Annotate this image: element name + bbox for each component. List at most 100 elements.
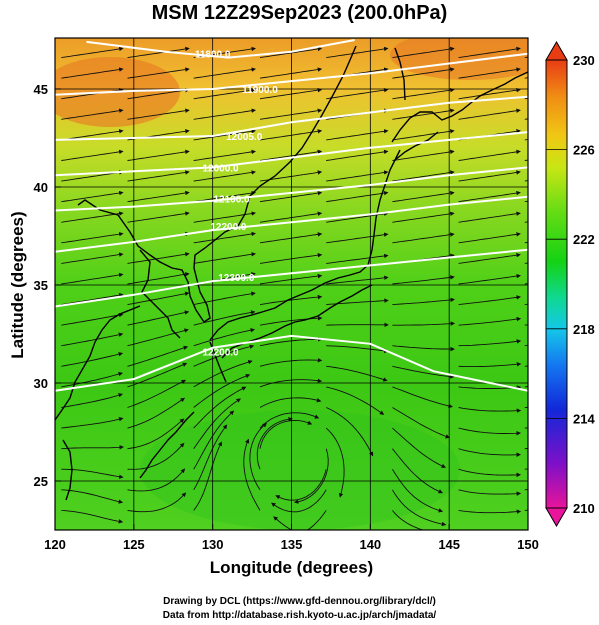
streamline	[61, 252, 124, 264]
streamline	[259, 46, 323, 59]
streamline	[193, 129, 256, 141]
contour-label: 12000.0	[202, 163, 239, 174]
y-tick-label: 45	[34, 82, 48, 97]
chart-title: MSM 12Z29Sep2023 (200.0hPa)	[151, 2, 448, 24]
streamline	[392, 170, 455, 182]
colorbar-top-triangle	[545, 41, 568, 61]
streamline	[127, 252, 190, 264]
streamline	[326, 87, 389, 100]
streamline	[61, 416, 124, 429]
streamline	[392, 386, 453, 409]
colorbar-tick-label: 210	[573, 501, 595, 516]
streamline	[127, 211, 190, 223]
streamline	[193, 231, 256, 244]
colorbar-fill	[546, 60, 567, 508]
streamline	[127, 397, 186, 429]
streamline	[193, 149, 256, 161]
streamline	[392, 87, 455, 100]
streamline	[61, 393, 123, 408]
streamline	[392, 345, 455, 352]
streamline	[326, 407, 374, 457]
contour-label: 12300.0	[218, 273, 255, 284]
streamline	[61, 46, 124, 59]
streamline	[127, 442, 185, 470]
streamline	[127, 67, 190, 79]
streamline	[326, 386, 385, 415]
streamline	[61, 108, 124, 120]
streamline	[326, 232, 389, 244]
contour-line	[55, 166, 528, 212]
streamline	[259, 337, 323, 347]
contour-label: 12005.0	[226, 132, 263, 143]
y-axis-ticks: 25 30 35 40 45	[34, 82, 61, 489]
x-tick-label: 120	[44, 537, 66, 552]
coastline-china-east	[55, 305, 141, 421]
streamline	[61, 272, 124, 285]
streamline	[326, 149, 389, 161]
streamline	[458, 190, 521, 203]
streamline	[293, 448, 329, 504]
streamlines	[61, 46, 528, 530]
x-tick-label: 150	[517, 537, 539, 552]
streamline	[458, 407, 522, 413]
streamline	[259, 232, 323, 244]
streamline	[326, 253, 389, 264]
streamline	[61, 352, 124, 367]
streamline	[325, 427, 345, 498]
colorbar-tick-label: 226	[573, 143, 595, 158]
contour-line	[55, 248, 528, 308]
streamline	[392, 297, 455, 306]
streamline	[127, 345, 189, 367]
colorbar-tick-label: 214	[573, 411, 595, 426]
streamline	[326, 322, 389, 328]
y-tick-label: 25	[34, 474, 48, 489]
streamline	[127, 418, 185, 450]
contour-line	[55, 95, 528, 141]
streamline	[458, 252, 521, 264]
streamline	[458, 361, 522, 368]
streamline	[392, 149, 455, 161]
streamline	[61, 371, 123, 388]
streamline	[259, 357, 323, 367]
streamline	[193, 386, 247, 429]
streamline	[127, 170, 190, 182]
y-tick-label: 40	[34, 180, 48, 195]
streamline	[458, 427, 521, 436]
streamline	[392, 321, 456, 326]
streamline	[392, 232, 455, 244]
streamline	[326, 170, 389, 182]
coastline-sakhalin	[394, 47, 406, 101]
colorbar: 230 226 222 218 214 210	[545, 41, 595, 527]
streamline	[61, 332, 124, 347]
streamline	[193, 410, 235, 470]
streamline	[259, 149, 323, 161]
streamline	[259, 108, 323, 120]
streamline	[193, 328, 255, 347]
contour-label: 12200.0	[202, 348, 239, 359]
streamline	[127, 468, 186, 492]
coastline-hokkaido-south	[394, 131, 439, 161]
streamline	[193, 344, 255, 367]
contour-line	[86, 39, 355, 59]
streamline	[392, 275, 455, 285]
streamline	[259, 87, 323, 100]
coastline-hokkaido	[391, 71, 528, 143]
streamline	[61, 292, 124, 306]
streamline	[259, 419, 313, 449]
streamline	[61, 67, 124, 79]
streamline	[458, 67, 521, 79]
streamline	[127, 87, 190, 100]
streamline	[458, 46, 521, 59]
streamline	[193, 424, 228, 491]
x-tick-label: 130	[202, 537, 224, 552]
streamline	[259, 252, 323, 264]
streamline	[61, 312, 124, 326]
streamline	[193, 87, 256, 100]
x-tick-label: 145	[438, 537, 460, 552]
streamline	[127, 310, 190, 326]
y-tick-label: 30	[34, 376, 48, 391]
streamline	[127, 379, 187, 408]
coastline-ryukyu	[139, 411, 195, 479]
contour-label: 11900.0	[242, 85, 278, 96]
